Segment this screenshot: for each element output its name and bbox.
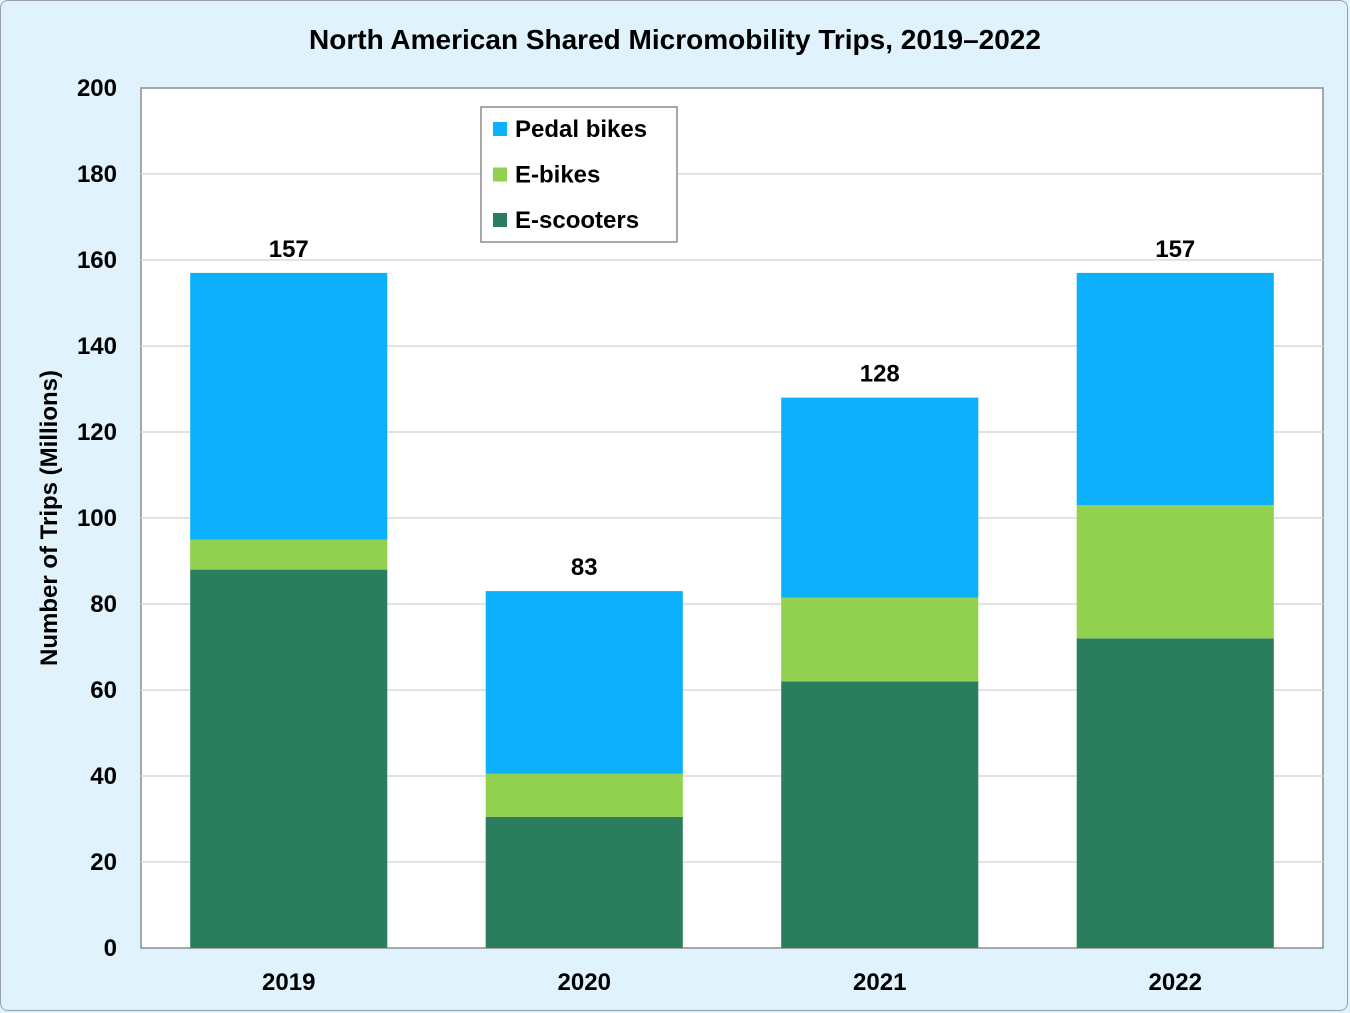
- legend-label: E-bikes: [515, 162, 600, 189]
- y-tick-label: 20: [90, 849, 117, 876]
- y-axis-ticks: 0 20 40 60 80 100 120 140 160 180 200: [77, 75, 117, 962]
- bar-segment: [1076, 272, 1274, 506]
- y-axis-label: Number of Trips (Millions): [36, 370, 63, 666]
- bar-segment: [485, 816, 683, 948]
- x-tick-label: 2021: [853, 969, 906, 996]
- x-tick-label: 2019: [262, 969, 315, 996]
- y-tick-label: 140: [77, 333, 117, 360]
- data-labels: 157 83 128 157: [269, 236, 1196, 581]
- total-label: 128: [860, 361, 900, 388]
- legend-box: [480, 106, 678, 243]
- x-tick-label: 2022: [1149, 969, 1202, 996]
- bar-segment: [190, 272, 388, 540]
- legend-label: Pedal bikes: [515, 116, 647, 143]
- bar-segment: [190, 539, 388, 570]
- y-tick-label: 80: [90, 591, 117, 618]
- bar-segment: [781, 597, 979, 682]
- y-tick-label: 160: [77, 247, 117, 274]
- bar-segment: [781, 397, 979, 598]
- bar-segment: [1076, 638, 1274, 948]
- legend-swatch: [493, 213, 507, 227]
- legend: Pedal bikes E-bikes E-scooters: [480, 106, 678, 243]
- legend-swatch: [493, 167, 507, 182]
- bar-segment: [1076, 505, 1274, 639]
- bar-segment: [485, 591, 683, 774]
- x-tick-label: 2020: [558, 969, 611, 996]
- y-tick-label: 40: [90, 763, 117, 790]
- total-label: 83: [571, 554, 598, 581]
- x-axis-ticks: 2019 2020 2021 2022: [262, 969, 1202, 996]
- total-label: 157: [269, 236, 309, 263]
- y-tick-label: 200: [77, 75, 117, 102]
- legend-swatch: [493, 122, 507, 136]
- chart-title: North American Shared Micromobility Trip…: [309, 24, 1041, 55]
- bar-segment: [781, 681, 979, 948]
- legend-label: E-scooters: [515, 207, 639, 234]
- bars: [190, 272, 1274, 948]
- y-tick-label: 60: [90, 677, 117, 704]
- y-tick-label: 180: [77, 161, 117, 188]
- y-tick-label: 100: [77, 505, 117, 532]
- total-label: 157: [1155, 236, 1195, 263]
- y-tick-label: 120: [77, 419, 117, 446]
- bar-segment: [190, 569, 388, 948]
- y-tick-label: 0: [104, 935, 117, 962]
- bar-segment: [485, 773, 683, 817]
